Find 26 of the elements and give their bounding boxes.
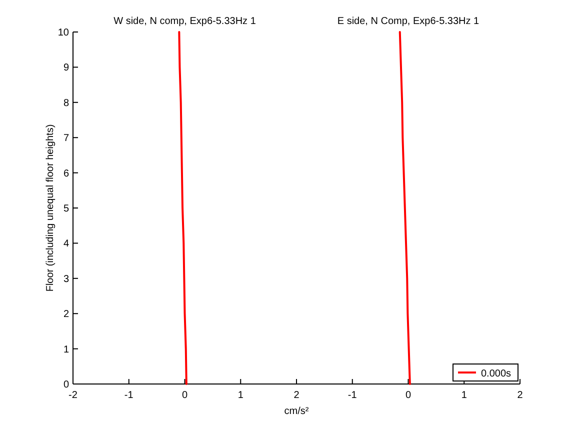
x-tick-label: 0 bbox=[405, 390, 412, 401]
x-axis-title: cm/s² bbox=[284, 406, 310, 417]
y-tick-label: 7 bbox=[63, 133, 70, 144]
y-tick-label: 3 bbox=[63, 274, 70, 285]
y-tick-label: 0 bbox=[63, 380, 70, 390]
y-tick-label: 9 bbox=[63, 62, 70, 74]
x-tick-label: 1 bbox=[238, 390, 244, 401]
x-tick-label: -2 bbox=[68, 390, 78, 401]
y-tick-label: 6 bbox=[63, 168, 70, 180]
y-axis-title: Floor (including unequal floor heights) bbox=[45, 124, 56, 292]
line-series bbox=[178, 31, 188, 385]
chart-title: W side, N comp, Exp6-5.33Hz 1 bbox=[114, 16, 256, 27]
y-tick-label: 5 bbox=[63, 204, 70, 214]
x-tick-label: 1 bbox=[461, 390, 468, 401]
x-tick-label: 2 bbox=[517, 390, 524, 401]
x-tick-label: 0 bbox=[182, 390, 188, 401]
y-tick-label: 10 bbox=[58, 28, 70, 38]
chart-title: E side, N Comp, Exp6-5.33Hz 1 bbox=[337, 16, 480, 27]
x-tick-label: -1 bbox=[348, 390, 358, 401]
legend-label: 0.000s bbox=[481, 368, 512, 380]
y-tick-label: 2 bbox=[63, 309, 70, 320]
x-tick-label: -1 bbox=[124, 390, 134, 401]
y-tick-label: 8 bbox=[63, 98, 70, 109]
y-tick-label: 1 bbox=[63, 344, 70, 356]
x-tick-label: 2 bbox=[294, 390, 300, 401]
y-tick-label: 4 bbox=[63, 238, 70, 250]
